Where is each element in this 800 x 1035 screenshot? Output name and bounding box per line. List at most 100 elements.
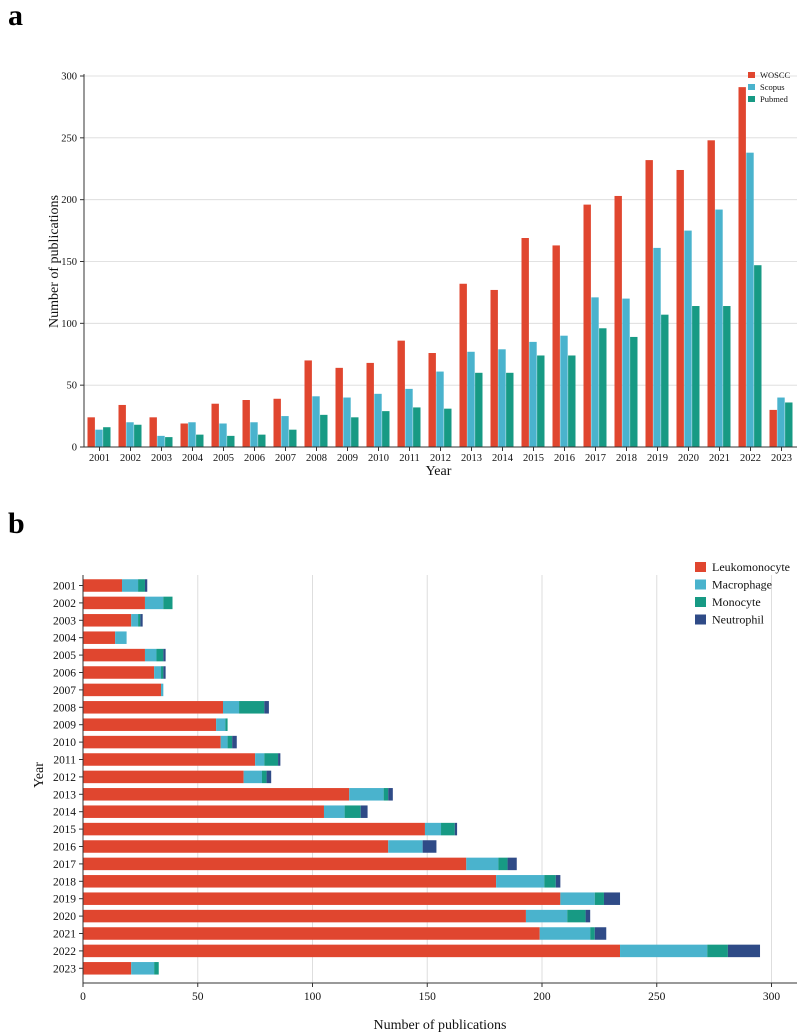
bar-macrophage-2014 xyxy=(323,805,345,818)
x-tick-label: 2017 xyxy=(585,453,606,464)
bar-pubmed-2016 xyxy=(568,355,576,447)
bar-scopus-2017 xyxy=(591,297,599,447)
legend-swatch-scopus xyxy=(748,84,755,90)
bar-neutrophil-2020 xyxy=(585,909,591,923)
y-tick-label: 2015 xyxy=(53,824,76,836)
bar-scopus-2005 xyxy=(219,423,227,447)
bar-macrophage-2011 xyxy=(255,753,265,766)
bar-macrophage-2009 xyxy=(216,718,226,731)
bar-macrophage-2001 xyxy=(122,579,139,592)
x-tick-label: 2001 xyxy=(89,453,110,464)
x-tick-label: 2008 xyxy=(306,453,327,464)
x-tick-label: 250 xyxy=(648,991,666,1003)
x-axis-title: Year xyxy=(426,464,452,479)
bar-pubmed-2005 xyxy=(227,435,235,447)
bar-monocyte-2020 xyxy=(567,909,586,923)
y-tick-label: 300 xyxy=(61,72,77,83)
bar-woscc-2020 xyxy=(676,169,684,447)
bar-woscc-2013 xyxy=(459,283,467,447)
bar-pubmed-2020 xyxy=(692,306,700,447)
bar-woscc-2011 xyxy=(397,340,405,447)
bar-woscc-2017 xyxy=(583,204,591,447)
bar-scopus-2010 xyxy=(374,393,382,447)
bar-scopus-2007 xyxy=(281,416,289,447)
bar-neutrophil-2008 xyxy=(264,701,269,714)
bar-scopus-2020 xyxy=(684,230,692,447)
bar-macrophage-2013 xyxy=(349,788,384,801)
bar-woscc-2016 xyxy=(552,245,560,447)
bar-leukomonocyte-2017 xyxy=(83,857,467,871)
bar-scopus-2006 xyxy=(250,422,258,447)
bar-scopus-2008 xyxy=(312,396,320,447)
bar-macrophage-2010 xyxy=(220,735,228,749)
bar-neutrophil-2022 xyxy=(727,944,761,958)
bar-woscc-2015 xyxy=(521,238,529,447)
bar-pubmed-2017 xyxy=(599,328,607,447)
bar-pubmed-2008 xyxy=(320,414,328,447)
bar-macrophage-2004 xyxy=(115,631,127,644)
bar-scopus-2011 xyxy=(405,388,413,447)
bar-monocyte-2019 xyxy=(594,892,604,905)
bar-scopus-2018 xyxy=(622,298,630,447)
bar-leukomonocyte-2005 xyxy=(83,648,145,662)
y-axis-title: Number of publications xyxy=(47,195,62,328)
bar-monocyte-2008 xyxy=(239,701,265,714)
bar-macrophage-2021 xyxy=(539,927,591,940)
x-tick-label: 2010 xyxy=(368,453,389,464)
bar-leukomonocyte-2004 xyxy=(83,631,116,644)
bar-woscc-2002 xyxy=(118,404,126,447)
bar-leukomonocyte-2018 xyxy=(83,875,497,888)
bar-leukomonocyte-2015 xyxy=(83,822,425,836)
y-tick-label: 2021 xyxy=(53,929,76,941)
x-tick-label: 100 xyxy=(304,991,322,1003)
bar-pubmed-2003 xyxy=(165,437,173,447)
x-axis-title: Number of publications xyxy=(374,1018,507,1033)
bar-pubmed-2021 xyxy=(723,306,731,447)
bar-woscc-2023 xyxy=(769,409,777,447)
legend-swatch-neutrophil xyxy=(695,614,706,625)
bar-scopus-2021 xyxy=(715,209,723,447)
y-tick-label: 200 xyxy=(61,195,77,206)
bar-monocyte-2018 xyxy=(544,875,556,888)
bar-woscc-2022 xyxy=(738,87,746,447)
bar-monocyte-2022 xyxy=(707,944,728,958)
bar-monocyte-2015 xyxy=(441,822,455,836)
bar-monocyte-2017 xyxy=(498,857,508,871)
bar-leukomonocyte-2009 xyxy=(83,718,217,731)
bar-pubmed-2022 xyxy=(754,265,762,447)
bar-woscc-2009 xyxy=(335,367,343,447)
y-tick-label: 2014 xyxy=(53,807,76,819)
bar-leukomonocyte-2007 xyxy=(83,683,162,697)
y-tick-label: 2020 xyxy=(53,911,76,923)
bar-pubmed-2023 xyxy=(785,402,793,447)
bar-monocyte-2006 xyxy=(161,666,164,679)
legend-label-scopus: Scopus xyxy=(760,82,785,92)
legend-swatch-woscc xyxy=(748,72,755,78)
y-tick-label: 2001 xyxy=(53,581,76,593)
bar-leukomonocyte-2020 xyxy=(83,909,526,923)
y-tick-label: 2007 xyxy=(53,685,76,697)
bar-neutrophil-2015 xyxy=(454,822,458,836)
bar-neutrophil-2016 xyxy=(422,840,437,853)
legend-label-monocyte: Monocyte xyxy=(712,595,761,609)
x-tick-label: 2012 xyxy=(430,453,451,464)
legend-swatch-macrophage xyxy=(695,579,706,590)
bar-neutrophil-2005 xyxy=(163,648,166,662)
x-tick-label: 300 xyxy=(763,991,781,1003)
bar-pubmed-2011 xyxy=(413,407,421,447)
y-tick-label: 50 xyxy=(67,381,78,392)
bar-monocyte-2005 xyxy=(156,648,164,662)
bar-woscc-2012 xyxy=(428,353,436,447)
bar-scopus-2022 xyxy=(746,152,754,447)
x-tick-label: 2016 xyxy=(554,453,575,464)
x-tick-label: 2020 xyxy=(678,453,699,464)
y-tick-label: 2013 xyxy=(53,789,76,801)
bar-macrophage-2017 xyxy=(466,857,499,871)
bar-scopus-2012 xyxy=(436,371,444,447)
bar-scopus-2001 xyxy=(95,429,103,447)
bar-scopus-2013 xyxy=(467,351,475,447)
y-tick-label: 2006 xyxy=(53,668,76,680)
bar-monocyte-2001 xyxy=(138,579,145,592)
bar-scopus-2004 xyxy=(188,422,196,447)
x-tick-label: 2019 xyxy=(647,453,668,464)
